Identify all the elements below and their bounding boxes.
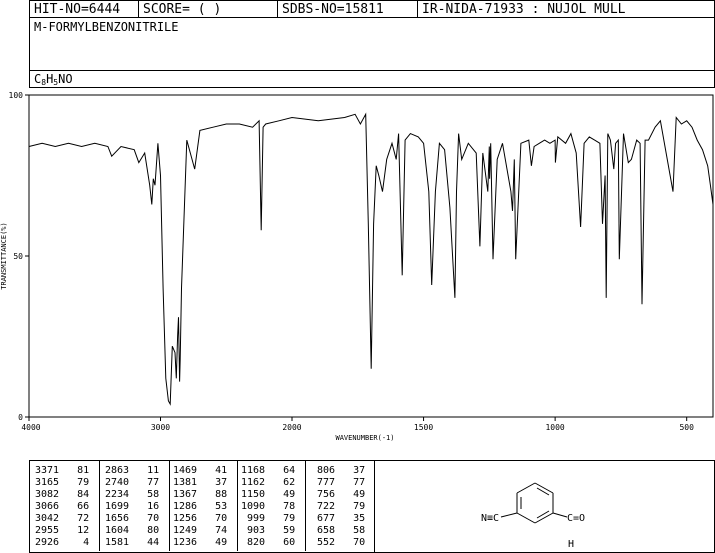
peak-row: 2955 12 [35, 525, 90, 536]
peak-row: 820 60 [241, 537, 296, 548]
formula-rest: NO [58, 72, 73, 86]
peak-row: 722 79 [311, 501, 366, 512]
peak-row: 1162 62 [241, 477, 296, 488]
peak-row: 658 58 [311, 525, 366, 536]
peak-row: 1249 74 [173, 525, 228, 536]
peak-column: 2863 11 2740 77 2234 58 1699 16 1656 70 1604 … [100, 461, 170, 551]
y-axis-label: TRANSMITTANCE(%) [0, 222, 8, 289]
peak-row: 552 70 [311, 537, 366, 548]
peak-row: 1581 44 [105, 537, 160, 548]
peak-row: 1256 70 [173, 513, 228, 524]
aldehyde-label: C=O [567, 513, 585, 524]
formula-hydrogen-count: 5 [53, 78, 59, 87]
hit-number: HIT-NO=6444 [30, 1, 139, 18]
nitrile-label: N≡C [481, 513, 499, 524]
x-axis-label: WAVENUMBER(-1) [335, 434, 394, 442]
peak-row: 1286 53 [173, 501, 228, 512]
peak-row: 2234 58 [105, 489, 160, 500]
x-tick-label: 2000 [282, 423, 301, 432]
peak-row: 806 37 [311, 465, 366, 476]
peak-row: 3042 72 [35, 513, 90, 524]
peak-row: 1604 80 [105, 525, 160, 536]
peak-row: 677 35 [311, 513, 366, 524]
compound-name: M-FORMYLBENZONITRILE [34, 20, 179, 34]
peak-row: 1168 64 [241, 465, 296, 476]
peak-row: 1150 49 [241, 489, 296, 500]
molecular-formula: C8H5NO [34, 72, 73, 90]
aldehyde-hydrogen: H [568, 539, 574, 550]
ir-info: IR-NIDA-71933 : NUJOL MULL [422, 2, 626, 17]
structure-box: N≡C C=O H [374, 460, 715, 553]
formula-hydrogen: H [46, 72, 54, 86]
benzene-ring [500, 482, 568, 524]
peak-row: 2863 11 [105, 465, 160, 476]
structure-diagram: N≡C C=O H [481, 482, 585, 550]
x-tick-label: 3000 [151, 423, 170, 432]
score: SCORE= ( ) [139, 1, 278, 18]
peak-row: 756 49 [311, 489, 366, 500]
peak-row: 1367 88 [173, 489, 228, 500]
peak-row: 3066 66 [35, 501, 90, 512]
peak-row: 1469 41 [173, 465, 228, 476]
formula-carbon-count: 8 [41, 78, 47, 87]
peak-row: 3082 84 [35, 489, 90, 500]
x-tick-label: 500 [679, 423, 694, 432]
peak-row: 903 59 [241, 525, 296, 536]
peak-column: 1168 64 1162 62 1150 49 1090 78 999 79 903 … [236, 461, 306, 551]
ir-spectrum-chart: 4000 3000 2000 1500 1000 500 0 50 100 WAVENUMBE… [0, 91, 714, 442]
y-tick-label: 100 [9, 91, 24, 100]
peak-row: 3165 79 [35, 477, 90, 488]
spectrum-line [28, 112, 714, 406]
x-axis-ticks: 4000 3000 2000 1500 1000 500 [21, 417, 694, 432]
peak-column: 1469 41 1381 37 1367 88 1286 53 1256 70 1249 … [168, 461, 238, 551]
y-tick-label: 0 [18, 413, 23, 422]
peak-row: 3371 81 [35, 465, 90, 476]
peak-row: 1236 49 [173, 537, 228, 548]
peak-row: 999 79 [241, 513, 296, 524]
peak-row: 1090 78 [241, 501, 296, 512]
y-tick-label: 50 [13, 252, 23, 261]
y-axis-ticks: 0 50 100 [9, 91, 29, 422]
x-tick-label: 4000 [21, 423, 40, 432]
peak-row: 1381 37 [173, 477, 228, 488]
peak-row: 2926 4 [35, 537, 90, 548]
peak-row: 1656 70 [105, 513, 160, 524]
x-tick-label: 1500 [414, 423, 433, 432]
x-tick-label: 1000 [545, 423, 564, 432]
peak-row: 777 77 [311, 477, 366, 488]
formula-carbon: C [34, 72, 42, 86]
sdbs-number: SDBS-NO=15811 [278, 1, 418, 18]
peak-column: 806 37 777 77 756 49 722 79 677 35 658 5… [306, 461, 375, 551]
peak-column: 3371 81 3165 79 3082 84 3066 66 3042 72 2955 … [30, 461, 100, 551]
peak-row: 1699 16 [105, 501, 160, 512]
peak-row: 2740 77 [105, 477, 160, 488]
